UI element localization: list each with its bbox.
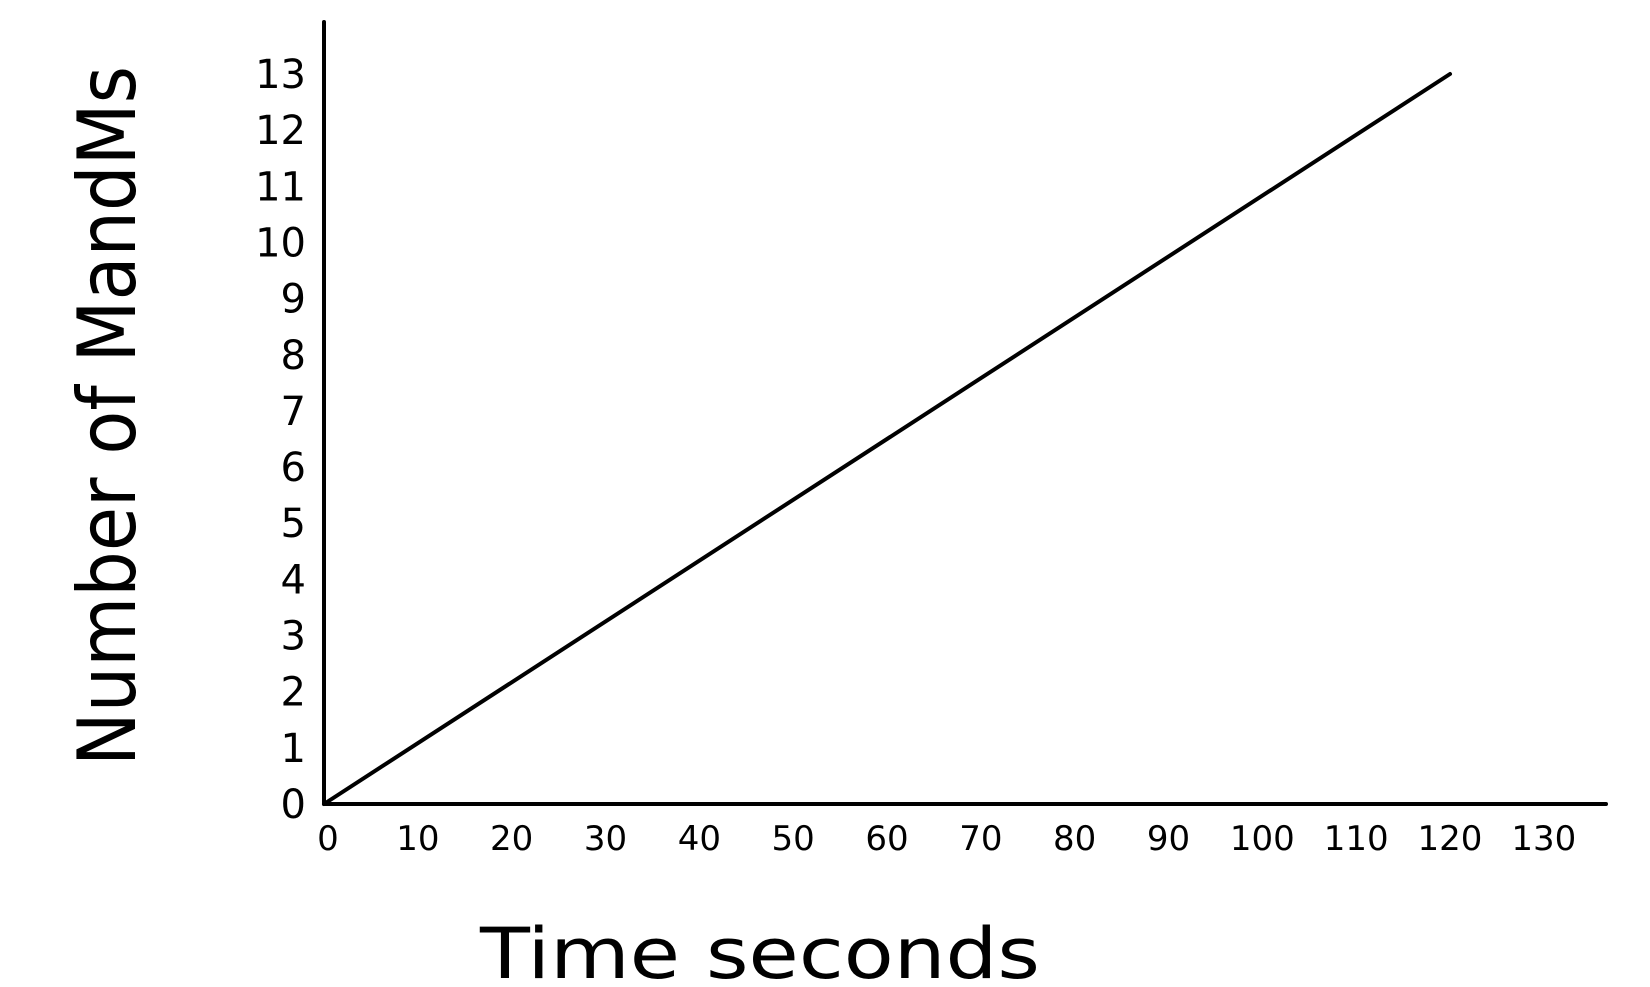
y-tick-label: 2 <box>281 670 306 716</box>
x-tick-label: 60 <box>865 819 908 859</box>
y-tick-label: 13 <box>255 52 306 98</box>
y-tick-label: 6 <box>281 445 306 491</box>
y-tick-label: 1 <box>281 726 306 772</box>
x-tick-label: 100 <box>1230 819 1295 859</box>
x-tick-label: 50 <box>772 819 815 859</box>
axes <box>322 20 1608 806</box>
y-tick-label: 3 <box>281 614 306 660</box>
y-tick-label: 12 <box>255 108 306 154</box>
x-tick-label: 40 <box>678 819 721 859</box>
x-tick-label: 130 <box>1511 819 1576 859</box>
series-lines <box>322 72 1452 806</box>
x-tick-label: 70 <box>959 819 1002 859</box>
x-tick-label: 120 <box>1418 819 1483 859</box>
x-tick-label: 90 <box>1147 819 1190 859</box>
y-tick-label: 11 <box>255 164 306 210</box>
x-tick-label: 80 <box>1053 819 1096 859</box>
x-axis-title: Time seconds <box>479 913 1040 987</box>
x-tick-labels: 0 10 20 30 40 50 60 70 80 90 100 110 120 130 <box>317 819 1576 859</box>
y-tick-label: 10 <box>255 220 306 266</box>
y-tick-label: 4 <box>281 557 306 603</box>
y-tick-label: 8 <box>281 333 306 379</box>
x-tick-label: 20 <box>490 819 533 859</box>
y-axis-title: Number of MandMs <box>61 66 154 766</box>
series-line <box>322 72 1452 806</box>
x-tick-label: 30 <box>584 819 627 859</box>
x-tick-label: 110 <box>1324 819 1389 859</box>
y-tick-label: 9 <box>281 277 306 323</box>
x-tick-label: 10 <box>396 819 439 859</box>
x-tick-label: 0 <box>317 819 339 859</box>
y-tick-label: 7 <box>281 389 306 435</box>
y-tick-label: 0 <box>281 782 306 828</box>
y-tick-label: 5 <box>281 501 306 547</box>
